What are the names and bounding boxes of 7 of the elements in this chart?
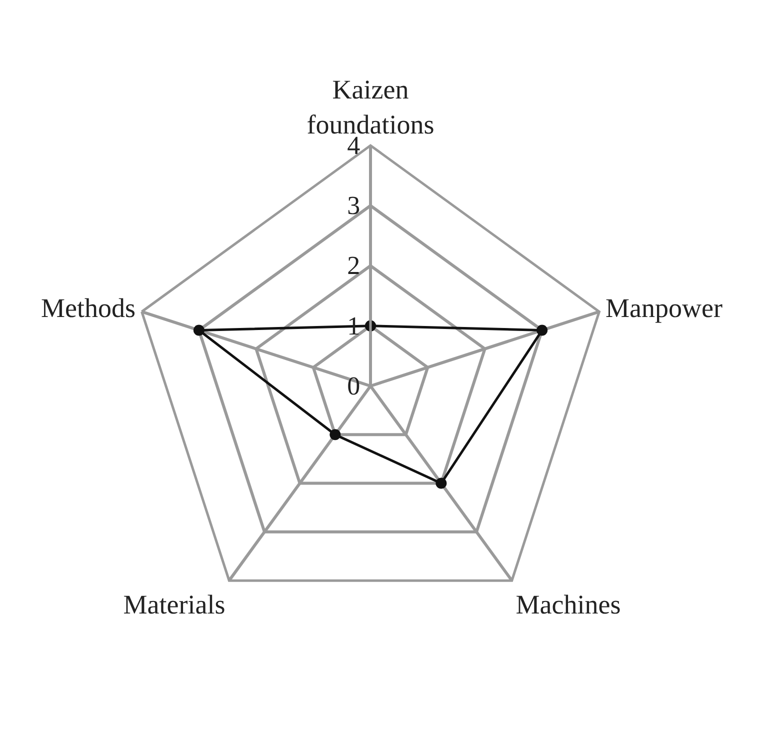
spoke-label: Manpower	[606, 292, 723, 323]
y-tick-label: 2	[347, 251, 360, 280]
y-tick-label: 0	[347, 371, 360, 400]
spoke-label: Methods	[40, 292, 136, 323]
spoke-label: Materials	[123, 589, 226, 620]
y-tick-label: 3	[347, 191, 360, 220]
spoke-label: Machines	[516, 589, 621, 620]
